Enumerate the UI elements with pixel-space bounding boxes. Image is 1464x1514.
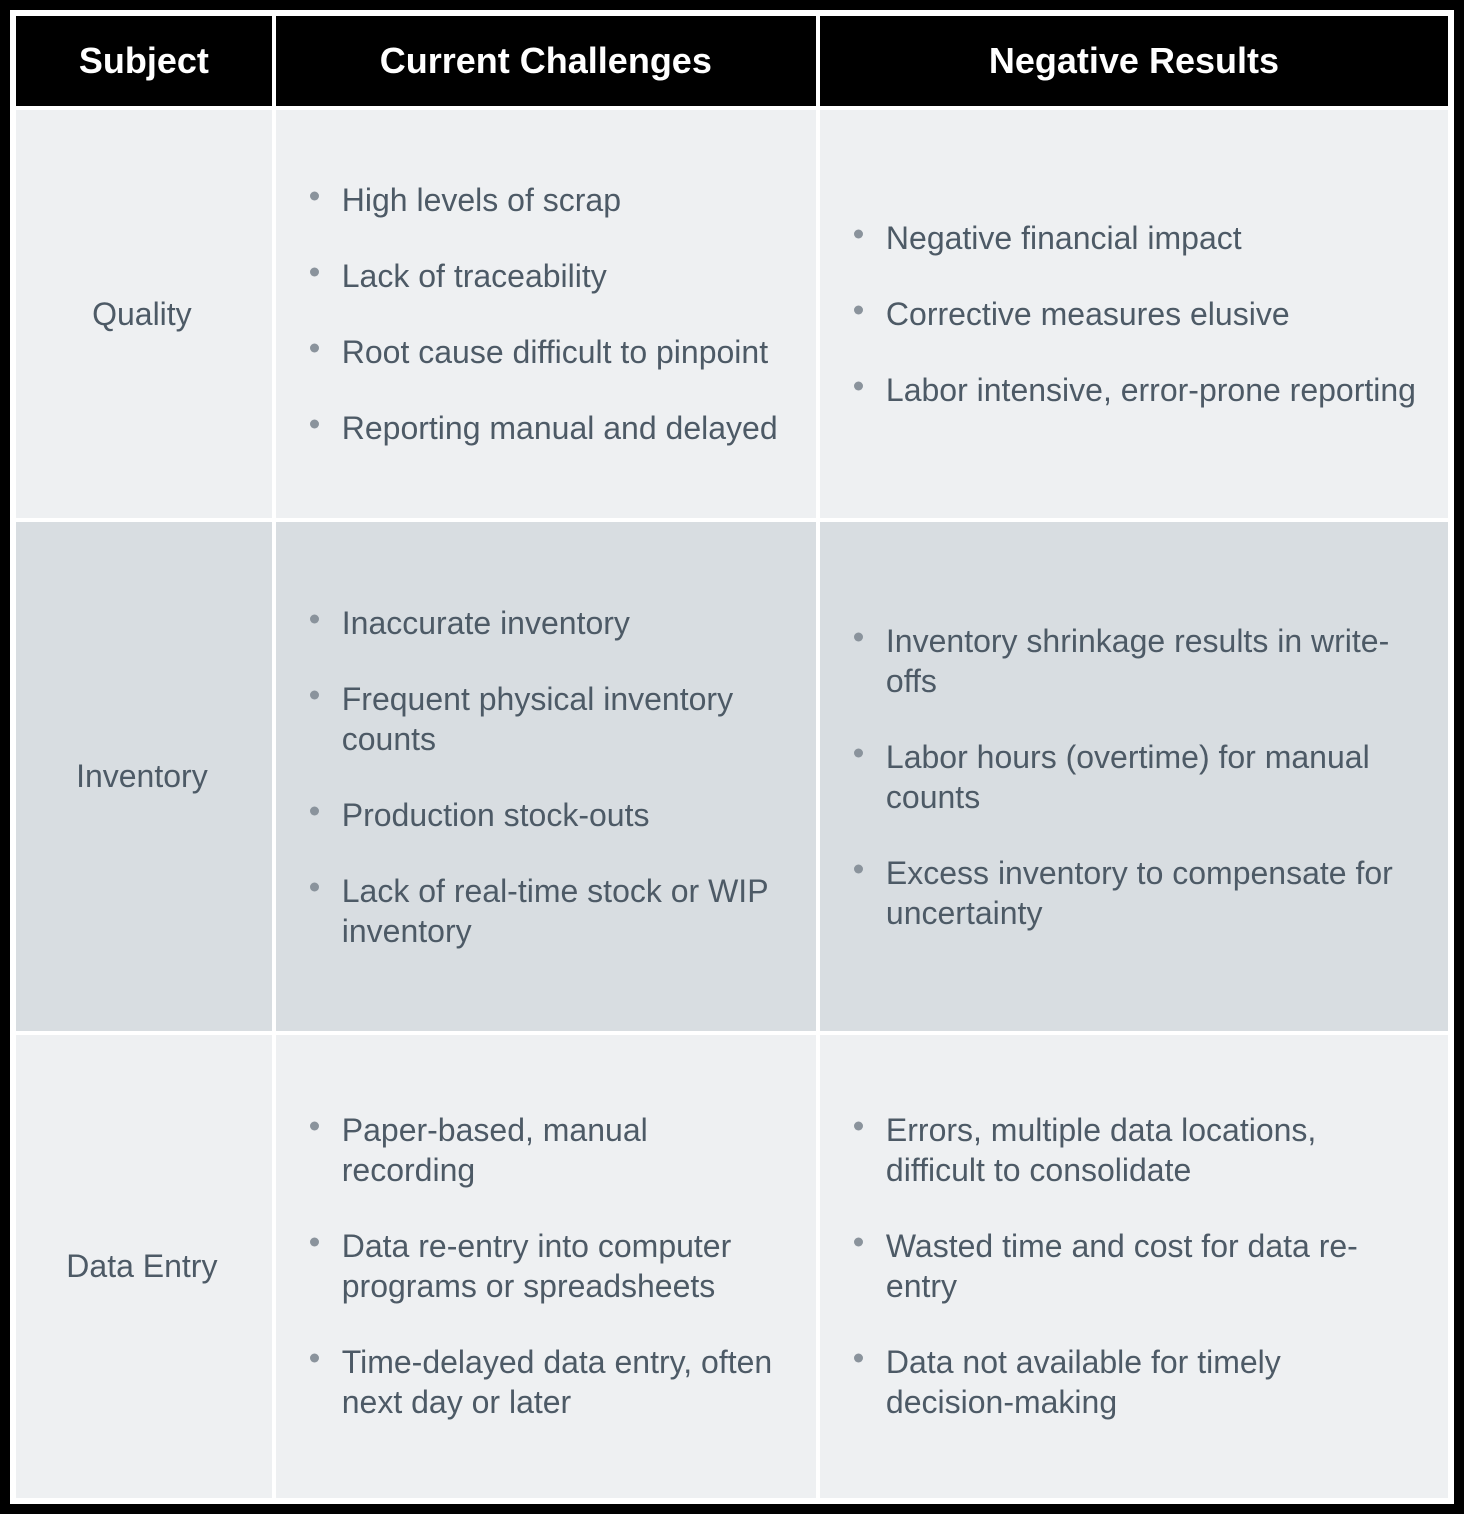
list-item: Excess inventory to compensate for uncer… (882, 853, 1416, 933)
list-item: Errors, multiple data locations, difficu… (882, 1110, 1416, 1190)
subject-cell: Data Entry (16, 1033, 274, 1498)
challenges-list: High levels of scrap Lack of traceability… (304, 180, 784, 448)
results-list: Inventory shrinkage results in write-off… (848, 621, 1416, 933)
list-item: Wasted time and cost for data re-entry (882, 1226, 1416, 1306)
table-header-row: Subject Current Challenges Negative Resu… (16, 16, 1448, 108)
table-row: Quality High levels of scrap Lack of trace… (16, 108, 1448, 520)
list-item: Reporting manual and delayed (338, 408, 784, 448)
col-header-results: Negative Results (818, 16, 1448, 108)
list-item: Paper-based, manual recording (338, 1110, 784, 1190)
results-list: Negative financial impact Corrective meas… (848, 218, 1416, 410)
subject-cell: Quality (16, 108, 274, 520)
challenges-list: Inaccurate inventory Frequent physical in… (304, 603, 784, 951)
table-row: Data Entry Paper-based, manual recording D… (16, 1033, 1448, 1498)
list-item: Data not available for timely decision-m… (882, 1342, 1416, 1422)
list-item: Data re-entry into computer programs or … (338, 1226, 784, 1306)
col-header-challenges: Current Challenges (274, 16, 818, 108)
challenges-cell: Inaccurate inventory Frequent physical in… (274, 520, 818, 1033)
list-item: Corrective measures elusive (882, 294, 1416, 334)
list-item: Labor hours (overtime) for manual counts (882, 737, 1416, 817)
challenges-list: Paper-based, manual recording Data re-ent… (304, 1110, 784, 1422)
list-item: Lack of real-time stock or WIP inventory (338, 871, 784, 951)
challenges-table: Subject Current Challenges Negative Resu… (16, 16, 1448, 1498)
table-frame: Subject Current Challenges Negative Resu… (0, 0, 1464, 1514)
table-body: Quality High levels of scrap Lack of trace… (16, 108, 1448, 1498)
list-item: Lack of traceability (338, 256, 784, 296)
results-cell: Errors, multiple data locations, difficu… (818, 1033, 1448, 1498)
list-item: Labor intensive, error-prone reporting (882, 370, 1416, 410)
results-cell: Inventory shrinkage results in write-off… (818, 520, 1448, 1033)
list-item: Frequent physical inventory counts (338, 679, 784, 759)
challenges-cell: High levels of scrap Lack of traceability… (274, 108, 818, 520)
list-item: Time-delayed data entry, often next day … (338, 1342, 784, 1422)
list-item: Inaccurate inventory (338, 603, 784, 643)
list-item: Production stock-outs (338, 795, 784, 835)
list-item: High levels of scrap (338, 180, 784, 220)
col-header-subject: Subject (16, 16, 274, 108)
results-list: Errors, multiple data locations, difficu… (848, 1110, 1416, 1422)
list-item: Negative financial impact (882, 218, 1416, 258)
list-item: Root cause difficult to pinpoint (338, 332, 784, 372)
list-item: Inventory shrinkage results in write-off… (882, 621, 1416, 701)
challenges-cell: Paper-based, manual recording Data re-ent… (274, 1033, 818, 1498)
results-cell: Negative financial impact Corrective meas… (818, 108, 1448, 520)
subject-cell: Inventory (16, 520, 274, 1033)
table-row: Inventory Inaccurate inventory Frequent ph… (16, 520, 1448, 1033)
